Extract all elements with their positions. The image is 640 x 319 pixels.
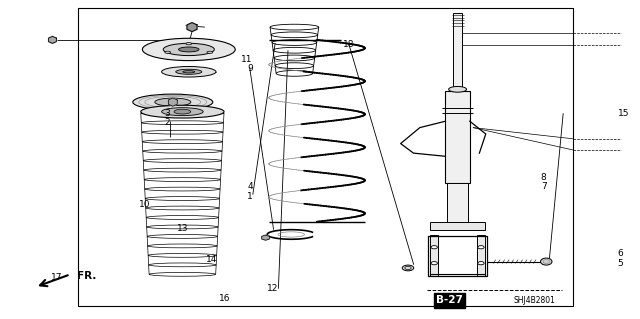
Polygon shape (49, 36, 56, 43)
Ellipse shape (133, 94, 212, 110)
Text: 11: 11 (241, 55, 253, 63)
Ellipse shape (183, 70, 195, 73)
Polygon shape (187, 23, 197, 32)
Text: SHJ4B2801: SHJ4B2801 (513, 296, 556, 305)
Ellipse shape (142, 38, 236, 61)
Ellipse shape (155, 98, 191, 106)
Text: 16: 16 (219, 294, 230, 303)
Text: 6: 6 (618, 249, 623, 258)
Bar (430, 222, 485, 230)
Ellipse shape (176, 69, 202, 74)
Text: 13: 13 (177, 224, 189, 233)
Ellipse shape (186, 43, 192, 45)
Bar (429, 236, 487, 276)
Bar (78, 8, 573, 306)
Bar (453, 13, 462, 89)
Ellipse shape (165, 51, 171, 54)
Text: FR.: FR. (77, 271, 96, 281)
Ellipse shape (431, 262, 438, 265)
Ellipse shape (540, 258, 552, 265)
Bar (430, 235, 438, 276)
Ellipse shape (431, 246, 438, 249)
Text: 3: 3 (164, 109, 170, 118)
Bar (477, 235, 485, 276)
Text: 4: 4 (247, 182, 253, 191)
Text: 2: 2 (164, 118, 170, 127)
Ellipse shape (174, 109, 191, 114)
Ellipse shape (161, 108, 204, 116)
Text: 10: 10 (139, 200, 150, 209)
Text: 7: 7 (541, 182, 547, 191)
Polygon shape (262, 235, 269, 240)
Ellipse shape (163, 43, 214, 56)
Text: B-27: B-27 (436, 295, 463, 306)
Text: 18: 18 (343, 40, 355, 48)
Ellipse shape (403, 265, 414, 271)
Polygon shape (168, 98, 177, 106)
Text: 15: 15 (618, 109, 629, 118)
Ellipse shape (179, 47, 199, 52)
Text: 14: 14 (206, 256, 218, 264)
Text: 12: 12 (267, 284, 278, 293)
Text: 8: 8 (541, 173, 547, 182)
Ellipse shape (477, 262, 484, 265)
Text: 1: 1 (247, 192, 253, 201)
Ellipse shape (161, 67, 216, 77)
Ellipse shape (449, 86, 467, 92)
Ellipse shape (477, 246, 484, 249)
Text: 17: 17 (51, 273, 63, 282)
Ellipse shape (141, 105, 224, 118)
Ellipse shape (207, 51, 212, 54)
Text: 5: 5 (618, 259, 623, 268)
Bar (447, 183, 468, 225)
Text: 9: 9 (247, 64, 253, 73)
Bar (445, 91, 470, 183)
